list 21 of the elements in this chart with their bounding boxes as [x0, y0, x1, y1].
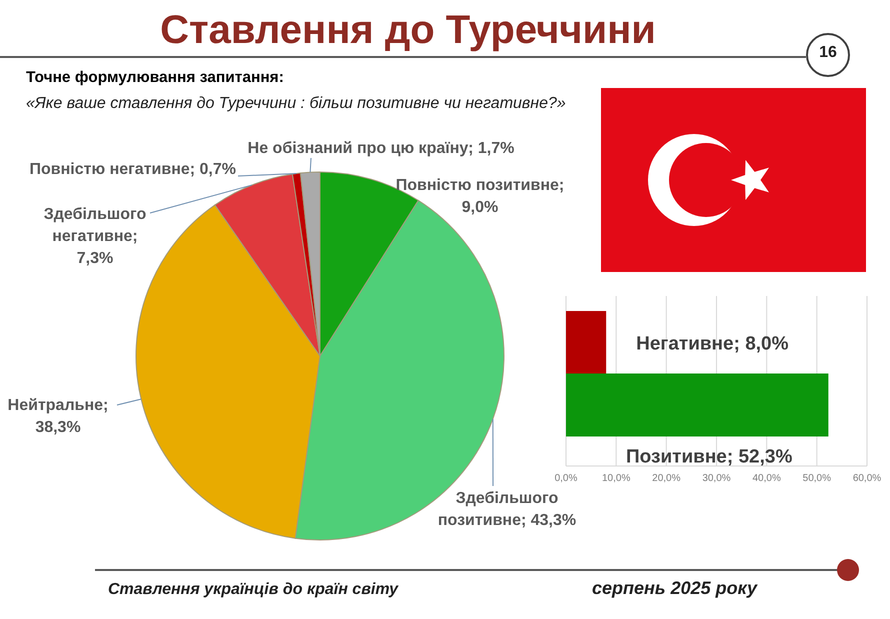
x-tick-label: 40,0%: [752, 473, 781, 484]
data-label: Повністю позитивне; 9,0%: [396, 177, 564, 216]
chart-title: Ставлення до Туреччини: [159, 7, 657, 54]
data-label: Здебільшого негативне; 7,3%: [44, 206, 146, 267]
x-tick-label: 50,0%: [802, 473, 832, 484]
data-label: Не обізнаний про цю країну; 1,7%: [248, 140, 514, 157]
x-tick-label: 30,0%: [702, 473, 731, 484]
data-label: Позитивне; 52,3%: [626, 446, 792, 468]
x-tick-label: 10,0%: [602, 473, 630, 484]
x-tick-label: 60,0%: [852, 473, 882, 484]
chart-subtitle: Точне формулювання запитання:: [26, 68, 284, 88]
x-tick-label: 20,0%: [652, 473, 681, 484]
x-tick-label: 0,0%: [554, 473, 578, 484]
text: «Яке ваше ставлення до Туреччини : більш позитивне чи негативне?»: [26, 94, 566, 114]
data-label: Нейтральне; 38,3%: [8, 397, 108, 436]
data-label: Здебільшого позитивне; 43,3%: [438, 490, 576, 529]
data-label: Негативне; 8,0%: [636, 334, 789, 354]
text: 16: [818, 43, 838, 63]
text: Ставлення українців до країн світу: [108, 580, 398, 600]
text: серпень 2025 року: [592, 577, 757, 599]
data-label: Повністю негативне; 0,7%: [30, 161, 236, 178]
